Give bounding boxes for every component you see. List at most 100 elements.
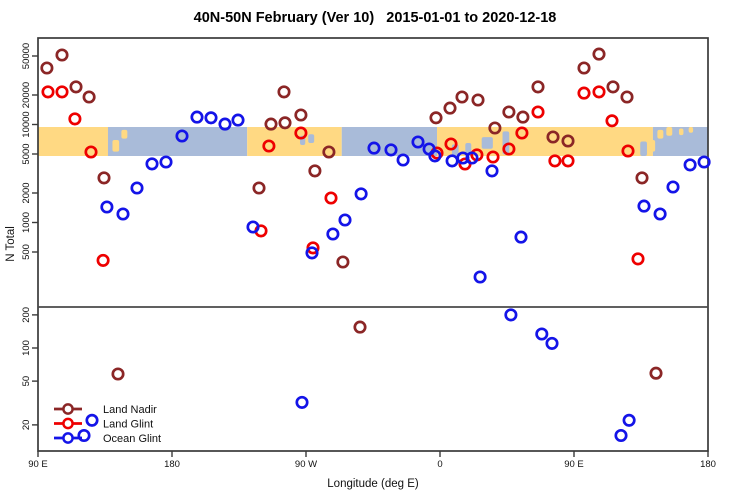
legend-marker-land_glint [62,417,74,430]
data-point-land_nadir [55,48,69,62]
data-point-ocean_glint [218,117,232,131]
data-point-land_glint [96,253,110,267]
data-point-ocean_glint [473,270,487,284]
legend-marker-land_nadir [62,403,74,415]
data-point-land_nadir [546,130,560,144]
data-point-ocean_glint [683,158,697,172]
plot-frame [37,37,709,452]
data-point-ocean_glint [130,181,144,195]
data-point-ocean_glint [326,227,340,241]
data-point-land_glint [592,85,606,99]
band-island [648,140,656,152]
data-point-land_glint [486,150,500,164]
data-point-ocean_glint [116,207,130,221]
data-point-land_glint [631,252,645,266]
legend-label-ocean_glint: Ocean Glint [103,433,161,445]
data-point-land_nadir [488,121,502,135]
data-point-land_glint [561,154,575,168]
band-island [688,127,694,133]
data-points [40,47,711,443]
x-tick-label: 180 [700,459,716,470]
data-point-ocean_glint [465,151,479,165]
chart-title: 40N-50N February (Ver 10) 2015-01-01 to … [193,10,557,26]
data-point-land_nadir [278,116,292,130]
data-point-ocean_glint [622,413,636,427]
legend-label-land_nadir: Land Nadir [103,404,157,416]
data-point-land_glint [324,191,338,205]
band-island [678,128,684,136]
x-tick-label: 90 E [564,459,584,470]
data-point-land_glint [531,105,545,119]
y-tick-label: 5000 [21,143,32,164]
y-tick-label: 200 [21,307,32,323]
data-point-ocean_glint [85,413,99,427]
y-axis-label: N Total [5,226,17,262]
data-point-land_nadir [443,101,457,115]
data-point-ocean_glint [697,155,711,169]
x-axis-label: Longitude (deg E) [327,478,419,490]
data-point-ocean_glint [295,395,309,409]
data-point-ocean_glint [204,111,218,125]
y-tick-label: 20000 [21,82,32,108]
band-island [112,140,120,152]
data-point-land_glint [41,85,55,99]
data-point-land_glint [84,145,98,159]
legend-marker-ocean_glint [62,432,74,444]
data-point-land_nadir [69,80,83,94]
data-point-ocean_glint [175,129,189,143]
data-point-land_glint [262,139,276,153]
data-point-ocean_glint [485,164,499,178]
data-point-ocean_glint [231,113,245,127]
data-point-ocean_glint [100,200,114,214]
data-point-land_nadir [606,80,620,94]
band-lake [308,134,315,143]
data-point-land_nadir [531,80,545,94]
data-point-land_nadir [308,164,322,178]
data-point-land_nadir [502,105,516,119]
legend: Land Nadir Land Glint Ocean Glint [54,403,161,445]
band-island [657,129,664,139]
data-point-ocean_glint [159,155,173,169]
y-tick-label: 50 [21,376,32,387]
data-point-ocean_glint [428,149,442,163]
data-point-land_glint [444,137,458,151]
data-point-land_nadir [82,90,96,104]
data-point-ocean_glint [190,110,204,124]
data-point-ocean_glint [396,153,410,167]
y-tick-label: 100 [21,340,32,356]
map-band [38,127,708,156]
data-point-land_nadir [336,255,350,269]
data-point-land_nadir [561,134,575,148]
axis-ticks: 90 E 180 90 W 0 90 E 180 50000 20000 10000 5000 20… [21,43,716,470]
data-point-ocean_glint [354,187,368,201]
data-point-land_nadir [353,320,367,334]
data-point-land_nadir [252,181,266,195]
data-point-land_nadir [294,108,308,122]
data-point-ocean_glint [514,230,528,244]
data-point-ocean_glint [637,199,651,213]
data-point-ocean_glint [338,213,352,227]
data-point-ocean_glint [504,308,518,322]
x-tick-label: 180 [164,459,180,470]
data-point-land_glint [605,114,619,128]
data-point-ocean_glint [145,157,159,171]
data-point-land_nadir [277,85,291,99]
data-point-land_glint [548,154,562,168]
plot-border [37,37,709,452]
data-point-land_nadir [635,171,649,185]
data-point-ocean_glint [614,428,628,443]
y-tick-label: 20 [21,420,32,431]
data-point-land_nadir [111,367,125,381]
data-point-ocean_glint [411,135,425,149]
band-island [121,129,128,139]
y-tick-label: 2000 [21,182,32,203]
y-tick-label: 10000 [21,111,32,137]
legend-label-land_glint: Land Glint [103,419,153,431]
data-point-land_nadir [620,90,634,104]
data-point-land_nadir [592,47,606,61]
data-point-land_nadir [429,111,443,125]
data-point-land_glint [621,144,635,158]
data-point-land_glint [502,142,516,156]
data-point-ocean_glint [305,246,319,260]
